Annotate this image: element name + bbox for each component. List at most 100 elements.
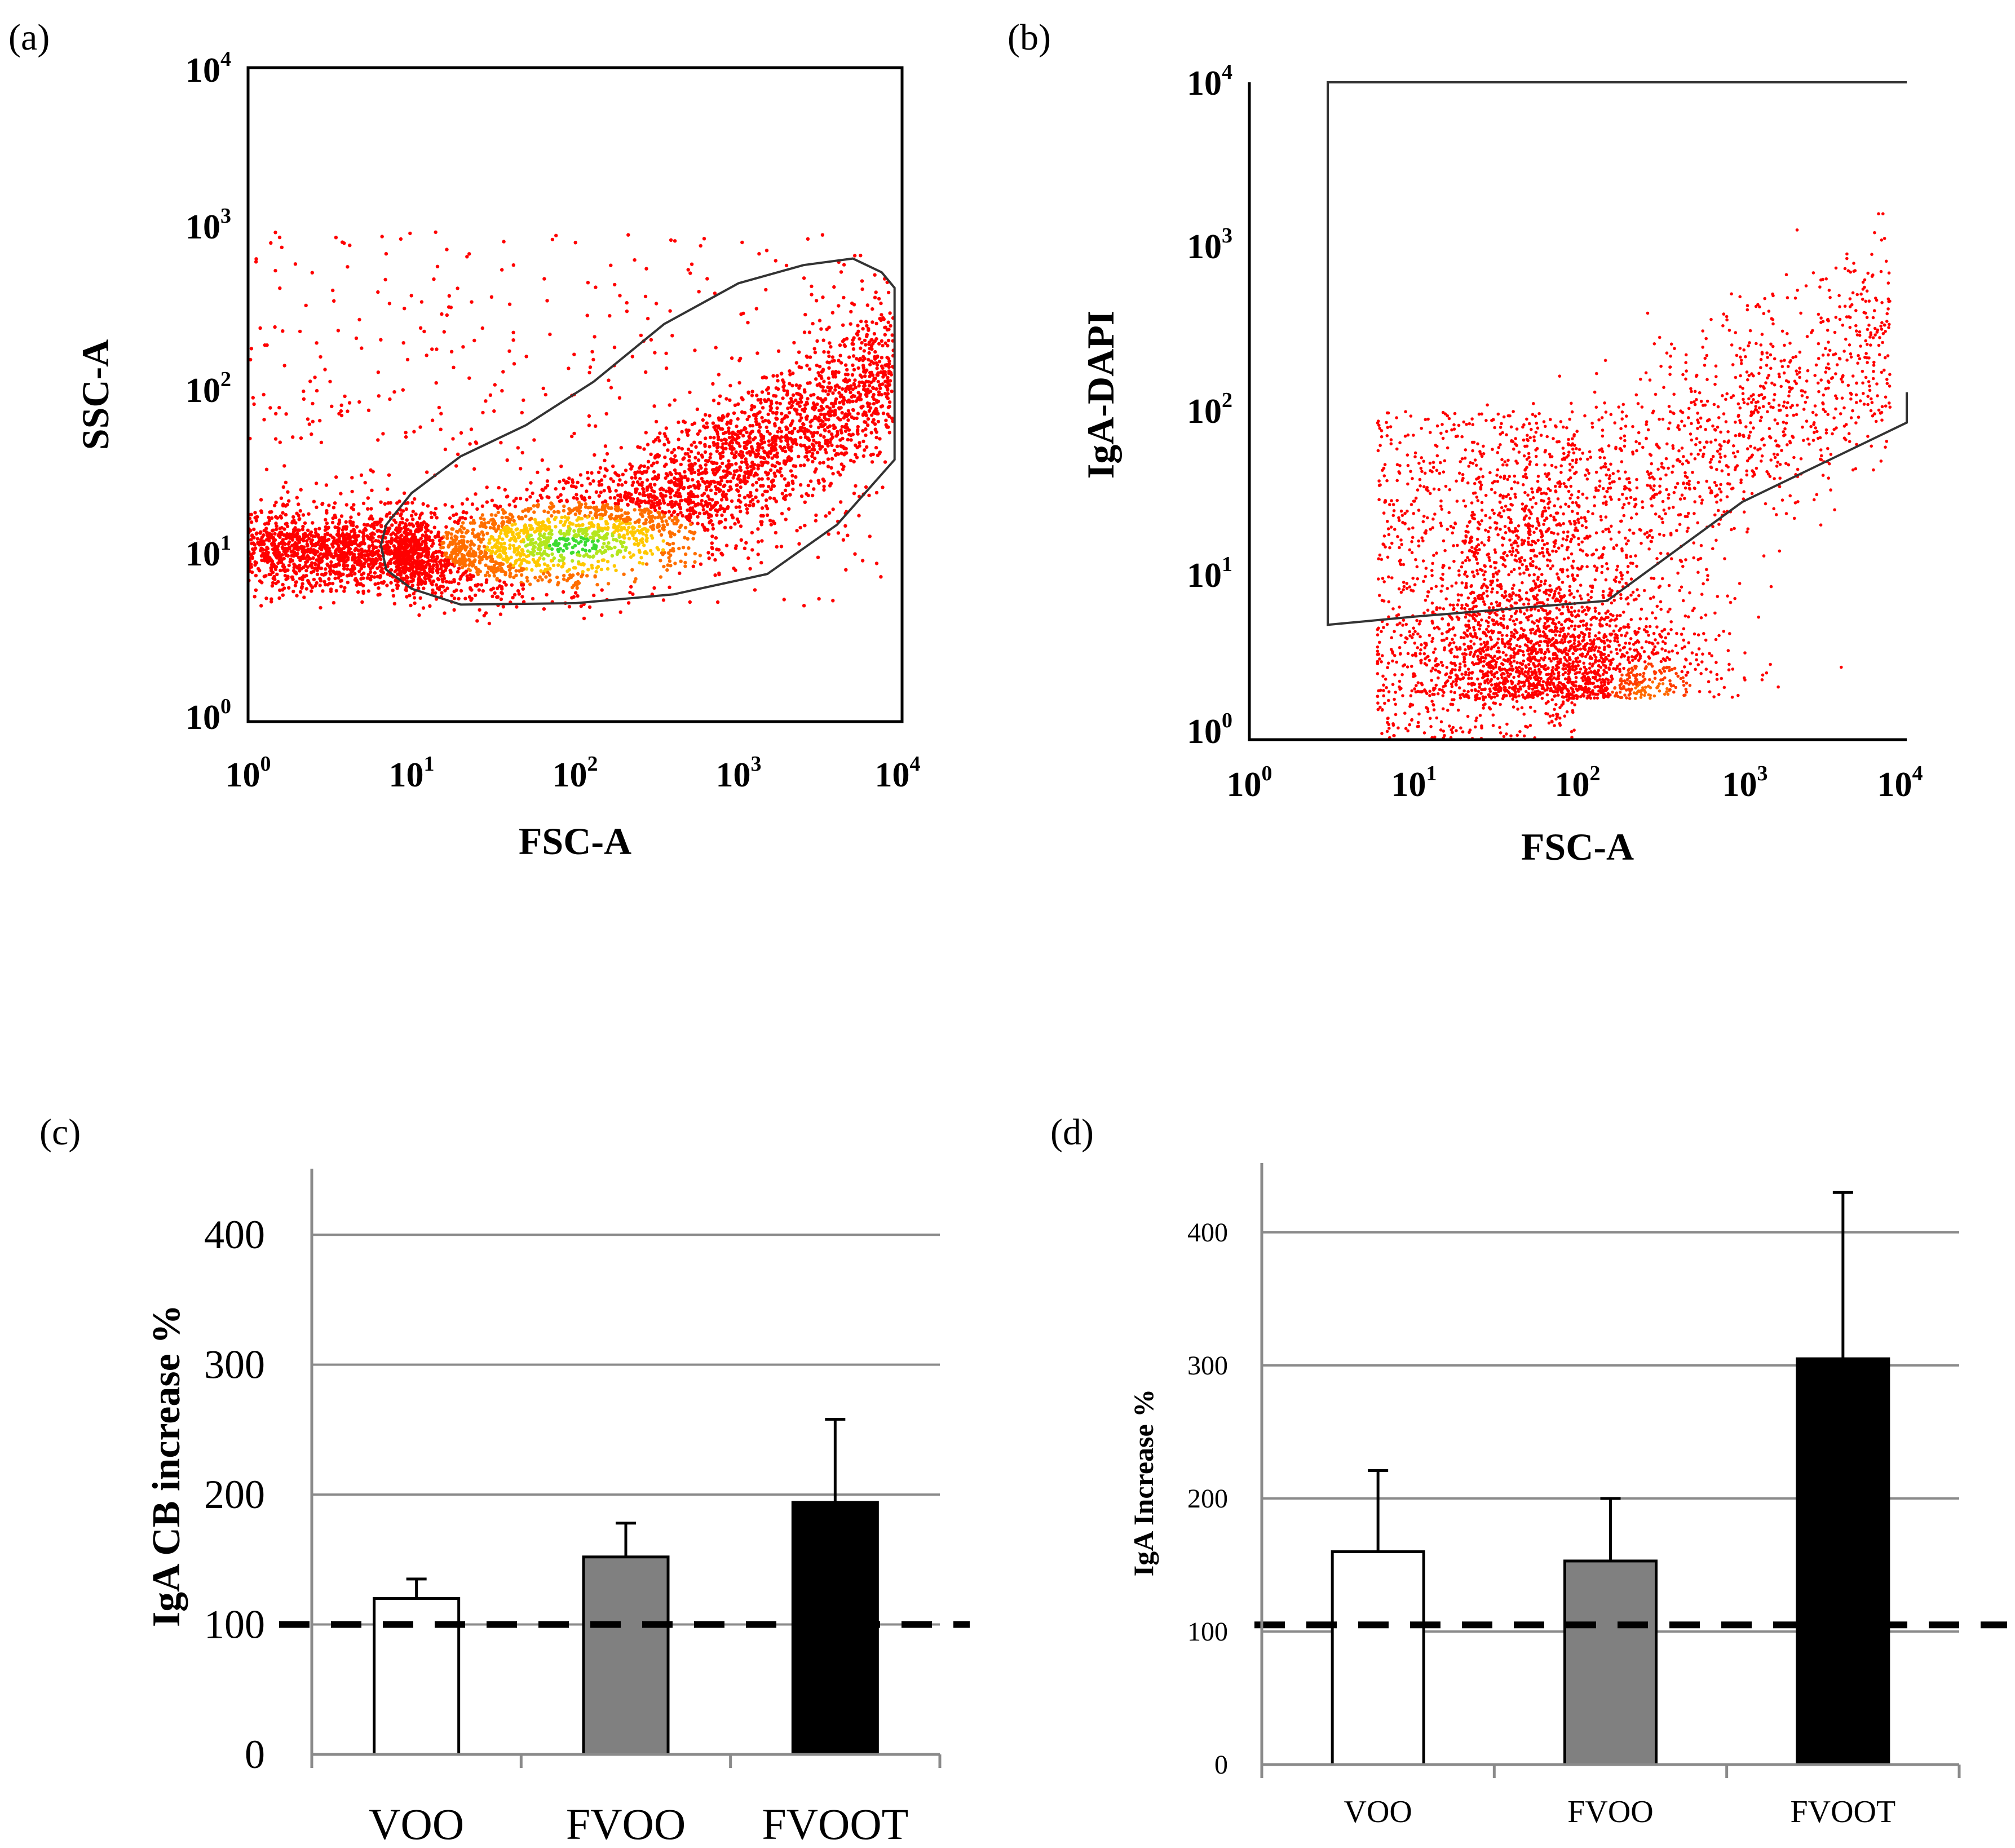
panel-a-point xyxy=(525,498,529,502)
panel-a-point xyxy=(249,520,254,524)
panel-a-point xyxy=(750,430,755,434)
panel-a-point xyxy=(691,478,695,482)
panel-a-point xyxy=(514,528,518,532)
panel-a-point xyxy=(710,468,715,472)
panel-a-point xyxy=(886,375,890,379)
panel-a-point xyxy=(814,467,818,471)
panel-a-point xyxy=(643,294,648,299)
panel-a-point xyxy=(775,374,779,378)
panel-a-point xyxy=(271,536,275,540)
panel-a-point xyxy=(722,431,726,436)
panel-a-point xyxy=(394,555,397,559)
panel-a-point xyxy=(379,557,383,562)
panel-a-point xyxy=(268,510,272,514)
panel-a-point xyxy=(370,488,374,492)
panel-a-point xyxy=(823,448,828,452)
panel-a-point xyxy=(386,527,390,530)
panel-a-point xyxy=(264,530,269,534)
panel-a-point xyxy=(292,528,296,532)
panel-a-point xyxy=(780,372,784,375)
panel-a-point xyxy=(452,608,456,612)
panel-a-point xyxy=(531,491,534,496)
panel-a-point xyxy=(343,564,347,568)
panel-a-point xyxy=(324,571,328,576)
panel-a-point xyxy=(653,437,658,442)
panel-a-point xyxy=(812,347,816,351)
panel-a-point xyxy=(496,549,501,552)
panel-a-point xyxy=(817,408,821,413)
panel-a-point xyxy=(606,560,610,564)
panel-a-point xyxy=(450,541,454,545)
panel-a-point xyxy=(833,388,837,392)
panel-a-point xyxy=(536,499,540,503)
panel-a-point xyxy=(883,460,887,464)
panel-a-point xyxy=(320,572,324,577)
panel-a-point xyxy=(690,262,694,266)
panel-a-point xyxy=(692,511,696,516)
panel-a-point xyxy=(335,554,339,558)
panel-a-point xyxy=(715,442,720,446)
panel-a-point xyxy=(775,410,779,414)
panel-a-point xyxy=(771,374,775,378)
panel-a-point xyxy=(562,478,566,482)
panel-a-point xyxy=(821,338,825,342)
panel-a-point xyxy=(628,590,632,595)
panel-a-point xyxy=(856,366,860,370)
panel-a-point xyxy=(406,501,410,505)
panel-a-point xyxy=(426,550,431,554)
panel-a-point xyxy=(797,542,801,546)
panel-a-point xyxy=(827,350,830,354)
panel-a-point xyxy=(554,233,558,237)
panel-a-point xyxy=(831,472,835,476)
panel-a-point xyxy=(867,351,871,355)
panel-a-point xyxy=(517,545,522,549)
panel-a-point xyxy=(845,414,849,418)
panel-a-point xyxy=(791,393,796,397)
panel-a-point xyxy=(727,436,732,440)
panel-a-point xyxy=(556,582,560,587)
panel-a-point xyxy=(591,537,595,541)
panel-a-point xyxy=(890,333,894,337)
panel-a-point xyxy=(780,412,784,415)
panel-a-point xyxy=(350,489,354,494)
panel-a-point xyxy=(521,583,525,587)
panel-a-point xyxy=(480,530,484,534)
panel-a-point xyxy=(273,552,277,557)
panel-a-point xyxy=(523,508,527,512)
panel-a-point xyxy=(481,537,485,541)
panel-a-point xyxy=(876,373,880,377)
panel-a-point xyxy=(768,451,772,455)
panel-a-point xyxy=(724,438,728,442)
panel-a-point xyxy=(821,388,825,393)
panel-a-point xyxy=(419,300,424,304)
panel-a-point xyxy=(864,392,868,397)
panel-a-point xyxy=(757,463,761,467)
panel-a-point xyxy=(474,440,478,444)
panel-a-point xyxy=(717,571,721,575)
panel-a-point xyxy=(761,406,765,410)
panel-a-point xyxy=(593,335,596,339)
panel-a-point xyxy=(719,438,723,443)
panel-a-point xyxy=(347,401,352,405)
panel-a-point xyxy=(831,391,835,395)
panel-a-point xyxy=(496,566,500,570)
panel-a-point xyxy=(277,596,281,600)
panel-a-point xyxy=(762,461,766,465)
panel-a-point xyxy=(745,417,749,422)
panel-a-point xyxy=(254,588,258,593)
panel-a-point xyxy=(628,551,632,555)
panel-a-point xyxy=(530,568,534,572)
panel-a-point xyxy=(687,428,691,432)
panel-a-point xyxy=(370,531,374,535)
panel-a-point xyxy=(845,368,849,372)
panel-a-point xyxy=(873,422,877,426)
panel-a-point xyxy=(421,533,425,537)
panel-a-point xyxy=(339,492,343,496)
panel-a-point xyxy=(683,552,688,556)
panel-a-point xyxy=(646,459,651,463)
panel-a-point xyxy=(696,468,701,472)
panel-a-point xyxy=(377,520,381,524)
panel-a-point xyxy=(733,546,738,550)
panel-a-point xyxy=(646,316,650,321)
panel-a-point xyxy=(302,535,306,539)
